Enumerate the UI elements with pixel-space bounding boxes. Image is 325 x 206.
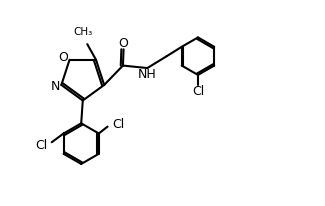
Text: O: O <box>119 37 128 50</box>
Text: Cl: Cl <box>192 85 204 98</box>
Text: NH: NH <box>138 68 157 81</box>
Text: Cl: Cl <box>35 139 47 152</box>
Text: N: N <box>50 80 60 93</box>
Text: CH₃: CH₃ <box>74 27 93 37</box>
Text: Cl: Cl <box>112 118 124 131</box>
Text: O: O <box>59 51 69 64</box>
